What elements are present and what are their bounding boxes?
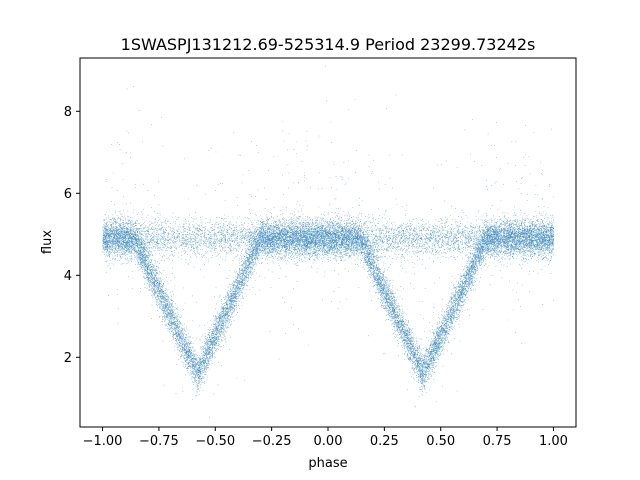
y-axis-label: flux — [40, 230, 55, 254]
x-tick-label: −0.75 — [139, 434, 179, 449]
data-points — [102, 57, 555, 418]
x-axis-label: phase — [308, 456, 347, 471]
y-tick-label: 6 — [64, 187, 72, 202]
x-tick-label: 0.00 — [314, 434, 343, 449]
x-tick-label: −0.25 — [252, 434, 292, 449]
x-tick-label: 0.75 — [483, 434, 512, 449]
y-tick-label: 2 — [64, 351, 72, 366]
x-tick-label: 0.50 — [426, 434, 455, 449]
x-tick-label: 0.25 — [370, 434, 399, 449]
y-axis-ticks: 2 4 6 8 — [64, 105, 80, 366]
y-tick-label: 4 — [64, 269, 72, 284]
x-tick-label: −0.50 — [195, 434, 235, 449]
scatter-points — [102, 57, 555, 418]
x-axis-ticks: −1.00 −0.75 −0.50 −0.25 0.00 0.25 0.50 0.75 1.00 — [83, 427, 568, 449]
chart-title: 1SWASPJ131212.69-525314.9 Period 23299.7… — [121, 35, 536, 54]
x-tick-label: −1.00 — [83, 434, 123, 449]
y-tick-label: 8 — [64, 105, 72, 120]
x-tick-label: 1.00 — [539, 434, 568, 449]
